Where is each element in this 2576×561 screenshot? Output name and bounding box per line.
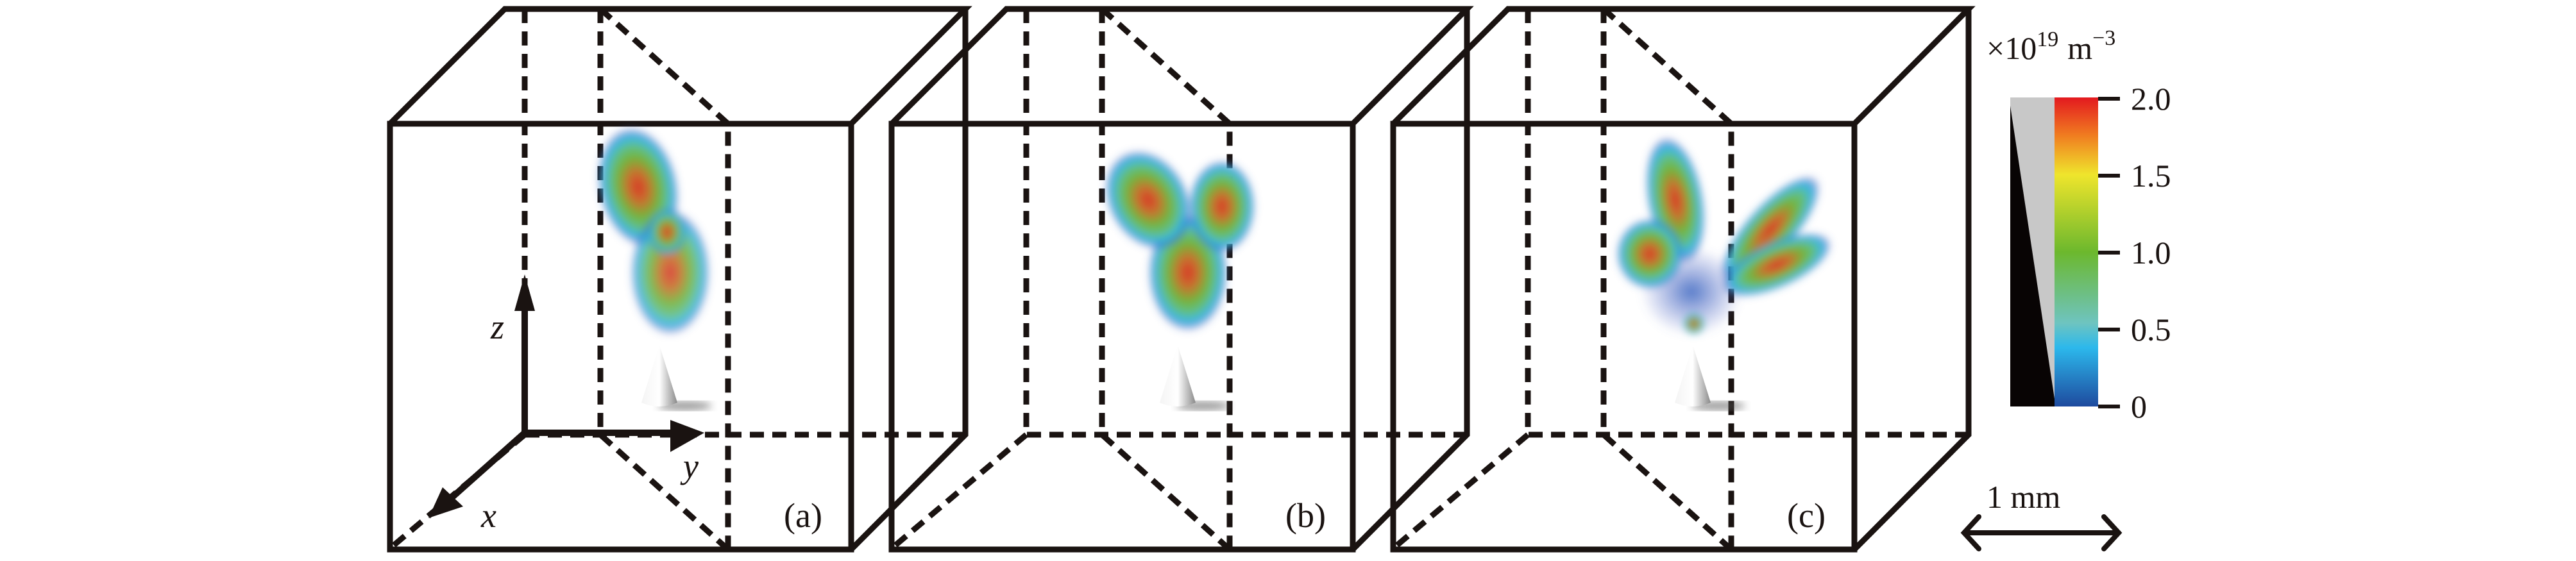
section-plane-edge bbox=[1600, 9, 1734, 552]
density-plume-c bbox=[1616, 137, 1832, 337]
box-top-face bbox=[387, 6, 972, 126]
unit-prefix: ×10 bbox=[1987, 30, 2037, 66]
hidden-edge bbox=[1394, 432, 1530, 549]
hidden-edge bbox=[1023, 9, 1467, 438]
panel-label: (a) bbox=[784, 496, 822, 535]
z-axis-label: z bbox=[490, 308, 504, 346]
box-front-face bbox=[888, 121, 1356, 553]
section-plane-edge bbox=[598, 6, 731, 549]
density-plume-a bbox=[597, 127, 710, 335]
box-top-face bbox=[889, 6, 1474, 126]
colorbar: ×1019 m−3 2.0 1.5 1.0 0.5 0 bbox=[1987, 26, 2171, 424]
hidden-edge bbox=[1525, 9, 1969, 438]
colorbar-tick-label: 1.0 bbox=[2131, 235, 2171, 271]
z-arrowhead-icon bbox=[514, 274, 535, 311]
unit-exponent: 19 bbox=[2037, 28, 2058, 51]
panel-box: (a) bbox=[387, 6, 972, 553]
panel-label: (b) bbox=[1285, 496, 1326, 535]
x-arrowhead-icon bbox=[428, 487, 463, 518]
scale-bar-right-arrowhead-icon bbox=[2101, 514, 2123, 551]
x-axis-arrow bbox=[446, 430, 527, 503]
colorbar-gradient bbox=[2055, 97, 2098, 406]
box-top-face bbox=[1391, 6, 1976, 126]
x-axis-label: x bbox=[480, 496, 496, 535]
colorbar-tick-label: 1.5 bbox=[2131, 158, 2171, 194]
needle-cone-icon bbox=[1675, 345, 1745, 410]
panel-box: (c) bbox=[1390, 6, 1976, 553]
y-arrowhead-icon bbox=[670, 420, 704, 452]
colorbar-tick-label: 2.0 bbox=[2131, 81, 2171, 117]
box-front-face bbox=[387, 121, 854, 553]
coordinate-axes: z y x bbox=[428, 274, 704, 535]
colorbar-tick-label: 0.5 bbox=[2131, 312, 2171, 347]
scale-bar: 1 mm bbox=[1960, 479, 2123, 551]
section-plane-edge bbox=[1099, 9, 1232, 552]
box-side-edge bbox=[1350, 9, 1470, 552]
colorbar-tick-label: 0 bbox=[2131, 389, 2147, 424]
hidden-edge bbox=[892, 432, 1028, 549]
unit-base: m bbox=[2067, 30, 2092, 66]
panel-label: (c) bbox=[1787, 496, 1826, 535]
scale-bar-left-arrowhead-icon bbox=[1960, 514, 1981, 551]
density-plume-b bbox=[1105, 150, 1255, 331]
colorbar-opacity-wedge bbox=[2010, 106, 2055, 406]
hidden-edge bbox=[521, 9, 965, 438]
box-front-face bbox=[1390, 121, 1858, 553]
unit-base-exponent: −3 bbox=[2092, 26, 2115, 50]
y-axis-label: y bbox=[680, 447, 699, 485]
box-side-edge bbox=[849, 9, 969, 552]
needle-cone-icon bbox=[1160, 345, 1230, 410]
section-plane-edge bbox=[1099, 6, 1233, 549]
scale-bar-label: 1 mm bbox=[1987, 479, 2060, 515]
colorbar-unit-label: ×1019 m−3 bbox=[1987, 26, 2115, 66]
section-plane-edge bbox=[597, 9, 731, 552]
box-side-edge bbox=[1852, 9, 1972, 552]
needle-cone-icon bbox=[641, 345, 712, 410]
